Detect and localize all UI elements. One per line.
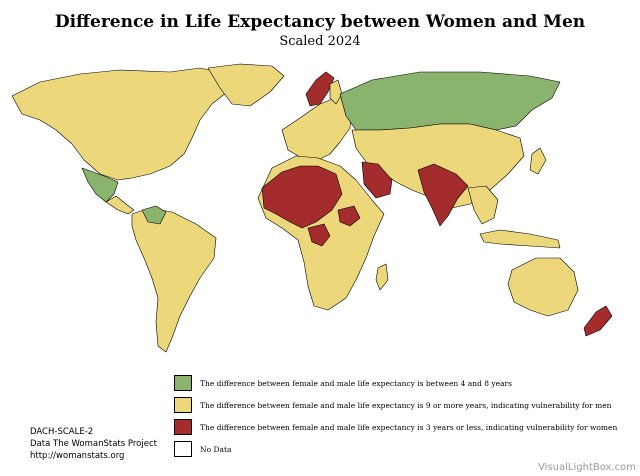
map-title: Difference in Life Expectancy between Wo…	[54, 12, 586, 32]
legend-label: No Data	[200, 444, 232, 454]
greenland-region	[207, 63, 285, 107]
legend-item: The difference between female and male l…	[174, 394, 614, 416]
legend-item: The difference between female and male l…	[174, 372, 614, 394]
new-zealand-region	[583, 305, 613, 337]
sahel-region	[261, 165, 343, 229]
data-source: Data The WomanStats Project	[30, 439, 157, 449]
australia-region	[507, 257, 579, 317]
south-asia-region	[417, 163, 469, 227]
map-credits: DACH-SCALE-2 Data The WomanStats Project…	[30, 426, 157, 462]
legend-label: The difference between female and male l…	[200, 422, 618, 432]
legend-swatch	[174, 441, 192, 457]
venezuela-region	[141, 205, 167, 225]
mexico-region	[81, 167, 119, 203]
map-legend: The difference between female and male l…	[174, 372, 618, 460]
finland-region	[329, 79, 343, 105]
map-subtitle: Scaled 2024	[279, 34, 361, 49]
southeast-asia-region	[467, 185, 499, 225]
russia-region	[339, 71, 561, 131]
madagascar-region	[375, 263, 389, 291]
watermark: VisualLightBox.com	[538, 462, 636, 473]
central-africa-region	[307, 223, 331, 247]
legend-item: No Data	[174, 438, 614, 460]
japan-region	[529, 147, 547, 175]
indonesia-region	[479, 229, 561, 249]
source-url[interactable]: http://womanstats.org	[30, 451, 125, 461]
scale-code: DACH-SCALE-2	[30, 427, 94, 437]
legend-item: The difference between female and male l…	[174, 416, 618, 438]
central-america-region	[105, 195, 135, 215]
horn-of-africa-region	[337, 205, 361, 227]
legend-label: The difference between female and male l…	[200, 378, 512, 388]
world-map	[11, 63, 613, 353]
legend-label: The difference between female and male l…	[200, 400, 612, 410]
legend-swatch	[174, 419, 192, 435]
saudi-arabia-region	[361, 161, 393, 199]
legend-swatch	[174, 397, 192, 413]
north-america-region	[11, 67, 233, 181]
legend-swatch	[174, 375, 192, 391]
europe-region	[281, 95, 353, 161]
south-america-region	[131, 207, 217, 353]
